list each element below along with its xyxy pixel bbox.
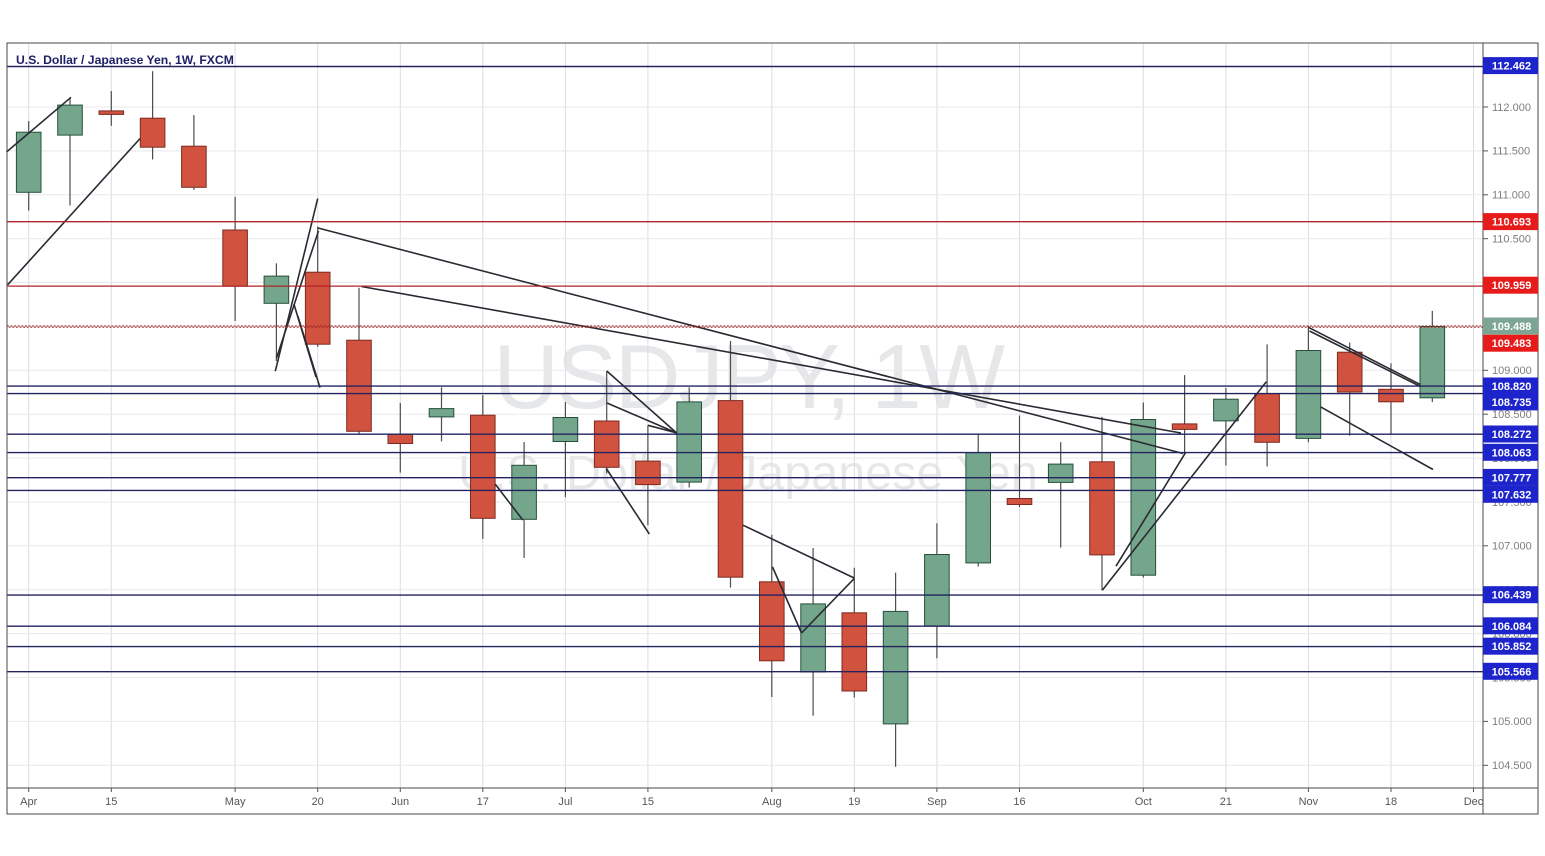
- svg-text:105.852: 105.852: [1492, 641, 1532, 653]
- svg-text:105.000: 105.000: [1492, 716, 1532, 728]
- svg-text:110.693: 110.693: [1492, 217, 1531, 229]
- svg-text:21: 21: [1220, 796, 1232, 808]
- svg-text:111.500: 111.500: [1492, 146, 1530, 158]
- svg-text:Oct: Oct: [1135, 796, 1152, 808]
- svg-text:112.462: 112.462: [1492, 61, 1531, 73]
- svg-text:109.959: 109.959: [1492, 280, 1532, 292]
- svg-text:106.439: 106.439: [1492, 590, 1532, 602]
- svg-text:108.820: 108.820: [1492, 381, 1532, 393]
- svg-text:104.500: 104.500: [1492, 760, 1532, 772]
- svg-text:Jun: Jun: [391, 796, 409, 808]
- svg-text:U.S. Dollar / Japanese Yen, 1W: U.S. Dollar / Japanese Yen, 1W, FXCM: [16, 53, 234, 67]
- svg-text:110.500: 110.500: [1492, 234, 1531, 246]
- svg-text:109.488: 109.488: [1492, 321, 1532, 333]
- svg-text:Aug: Aug: [762, 796, 782, 808]
- svg-text:18: 18: [1385, 796, 1397, 808]
- svg-text:106.084: 106.084: [1492, 621, 1533, 633]
- svg-text:109.483: 109.483: [1492, 338, 1532, 350]
- svg-text:111.000: 111.000: [1492, 190, 1530, 202]
- svg-text:USDJPY, 1W: USDJPY, 1W: [493, 327, 1005, 428]
- svg-text:107.632: 107.632: [1492, 489, 1532, 501]
- svg-text:105.566: 105.566: [1492, 666, 1532, 678]
- svg-text:20: 20: [312, 796, 324, 808]
- svg-text:Nov: Nov: [1299, 796, 1319, 808]
- svg-text:Jul: Jul: [558, 796, 572, 808]
- svg-text:108.500: 108.500: [1492, 409, 1532, 421]
- svg-text:109.000: 109.000: [1492, 365, 1532, 377]
- svg-text:Apr: Apr: [20, 796, 37, 808]
- svg-text:16: 16: [1013, 796, 1025, 808]
- svg-text:15: 15: [642, 796, 654, 808]
- svg-text:19: 19: [848, 796, 860, 808]
- svg-text:108.735: 108.735: [1492, 397, 1532, 409]
- svg-text:107.000: 107.000: [1492, 541, 1532, 553]
- svg-text:107.777: 107.777: [1492, 472, 1532, 484]
- svg-text:Dec: Dec: [1464, 796, 1484, 808]
- svg-text:Sep: Sep: [927, 796, 947, 808]
- svg-text:May: May: [225, 796, 246, 808]
- svg-text:108.063: 108.063: [1492, 447, 1532, 459]
- svg-text:108.272: 108.272: [1492, 429, 1532, 441]
- svg-text:17: 17: [477, 796, 489, 808]
- svg-text:15: 15: [105, 796, 117, 808]
- svg-text:U.S. Dollar / Japanese Yen: U.S. Dollar / Japanese Yen: [458, 446, 1038, 500]
- svg-text:112.000: 112.000: [1492, 102, 1531, 114]
